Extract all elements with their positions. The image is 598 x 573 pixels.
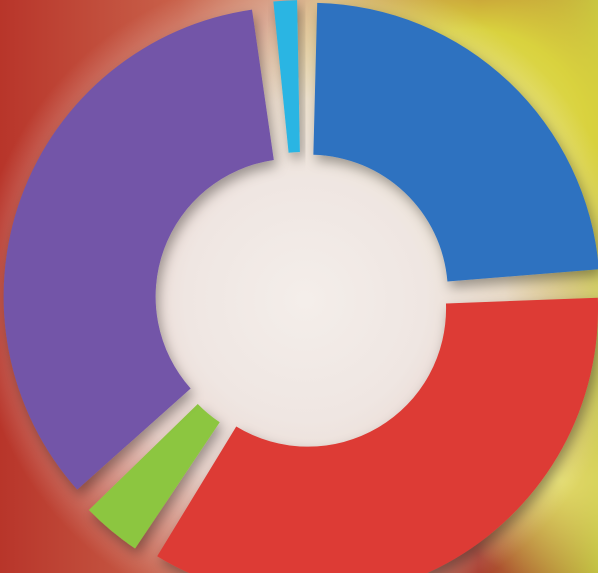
donut-slice: [313, 2, 598, 282]
donut-slice: [3, 9, 274, 490]
donut-slice: [273, 0, 300, 153]
donut-slice: [88, 403, 220, 549]
donut-slice: [157, 297, 598, 573]
